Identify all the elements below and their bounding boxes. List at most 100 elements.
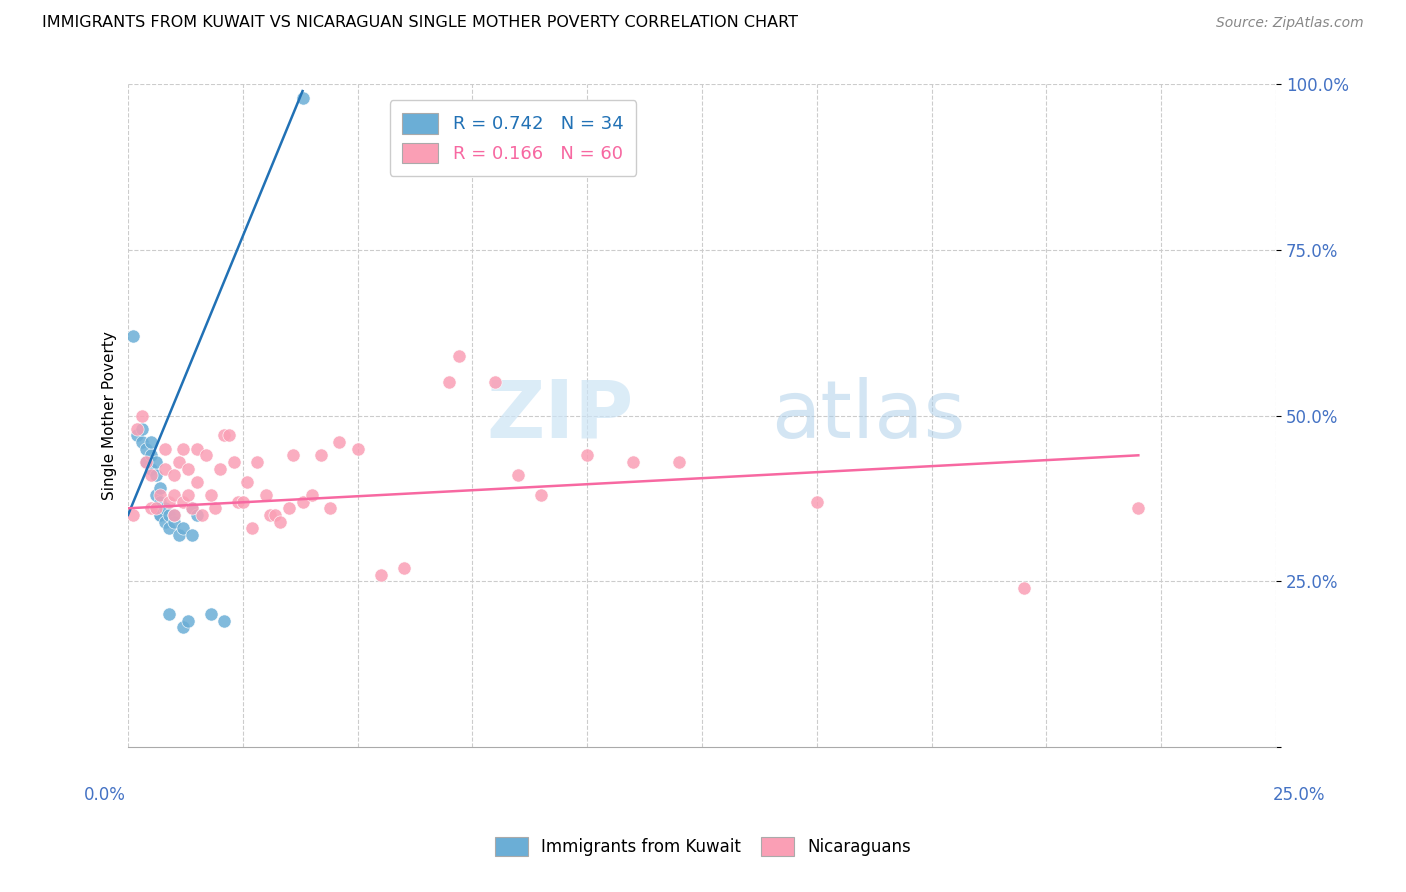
- Point: [131, 409, 153, 423]
- Point: [226, 494, 249, 508]
- Point: [145, 468, 167, 483]
- Point: [172, 494, 194, 508]
- Point: [145, 455, 167, 469]
- Point: [291, 494, 314, 508]
- Point: [576, 448, 599, 462]
- Point: [153, 501, 176, 516]
- Point: [195, 448, 218, 462]
- Point: [172, 442, 194, 456]
- Point: [200, 607, 222, 622]
- Point: [127, 422, 149, 436]
- Point: [139, 448, 162, 462]
- Text: atlas: atlas: [770, 376, 966, 455]
- Text: ZIP: ZIP: [486, 376, 633, 455]
- Point: [121, 508, 143, 522]
- Point: [157, 607, 180, 622]
- Point: [186, 442, 208, 456]
- Point: [149, 488, 172, 502]
- Point: [277, 501, 299, 516]
- Point: [135, 455, 157, 469]
- Point: [240, 521, 263, 535]
- Point: [508, 468, 530, 483]
- Point: [264, 508, 287, 522]
- Point: [200, 488, 222, 502]
- Point: [806, 494, 828, 508]
- Point: [145, 488, 167, 502]
- Point: [177, 461, 200, 475]
- Point: [149, 482, 172, 496]
- Legend: R = 0.742   N = 34, R = 0.166   N = 60: R = 0.742 N = 34, R = 0.166 N = 60: [389, 100, 637, 176]
- Point: [163, 508, 186, 522]
- Point: [204, 501, 226, 516]
- Point: [1128, 501, 1150, 516]
- Point: [163, 508, 186, 522]
- Point: [222, 455, 245, 469]
- Point: [319, 501, 342, 516]
- Point: [177, 488, 200, 502]
- Point: [157, 508, 180, 522]
- Point: [218, 428, 240, 442]
- Point: [621, 455, 644, 469]
- Point: [190, 508, 212, 522]
- Point: [439, 376, 461, 390]
- Point: [145, 501, 167, 516]
- Y-axis label: Single Mother Poverty: Single Mother Poverty: [101, 331, 117, 500]
- Point: [259, 508, 281, 522]
- Point: [167, 455, 190, 469]
- Point: [149, 508, 172, 522]
- Point: [208, 461, 231, 475]
- Point: [530, 488, 553, 502]
- Point: [149, 508, 172, 522]
- Point: [153, 442, 176, 456]
- Point: [269, 515, 291, 529]
- Text: Source: ZipAtlas.com: Source: ZipAtlas.com: [1216, 16, 1364, 29]
- Point: [254, 488, 277, 502]
- Point: [145, 501, 167, 516]
- Point: [214, 428, 236, 442]
- Text: 0.0%: 0.0%: [84, 786, 127, 804]
- Point: [309, 448, 332, 462]
- Point: [328, 435, 350, 450]
- Point: [172, 620, 194, 634]
- Point: [135, 455, 157, 469]
- Point: [157, 521, 180, 535]
- Point: [153, 461, 176, 475]
- Point: [214, 614, 236, 628]
- Point: [149, 494, 172, 508]
- Point: [139, 468, 162, 483]
- Point: [139, 501, 162, 516]
- Point: [186, 475, 208, 489]
- Point: [153, 515, 176, 529]
- Point: [181, 501, 204, 516]
- Point: [131, 422, 153, 436]
- Point: [186, 508, 208, 522]
- Point: [163, 468, 186, 483]
- Point: [177, 614, 200, 628]
- Point: [167, 528, 190, 542]
- Legend: Immigrants from Kuwait, Nicaraguans: Immigrants from Kuwait, Nicaraguans: [485, 827, 921, 866]
- Point: [127, 428, 149, 442]
- Point: [447, 349, 470, 363]
- Point: [246, 455, 269, 469]
- Point: [181, 528, 204, 542]
- Point: [135, 442, 157, 456]
- Point: [163, 488, 186, 502]
- Text: 25.0%: 25.0%: [1272, 786, 1326, 804]
- Point: [181, 501, 204, 516]
- Point: [131, 435, 153, 450]
- Point: [301, 488, 323, 502]
- Text: IMMIGRANTS FROM KUWAIT VS NICARAGUAN SINGLE MOTHER POVERTY CORRELATION CHART: IMMIGRANTS FROM KUWAIT VS NICARAGUAN SIN…: [42, 15, 799, 29]
- Point: [484, 376, 506, 390]
- Point: [283, 448, 305, 462]
- Point: [121, 329, 143, 343]
- Point: [139, 435, 162, 450]
- Point: [139, 461, 162, 475]
- Point: [157, 494, 180, 508]
- Point: [172, 521, 194, 535]
- Point: [163, 515, 186, 529]
- Point: [346, 442, 368, 456]
- Point: [668, 455, 690, 469]
- Point: [1012, 581, 1035, 595]
- Point: [236, 475, 259, 489]
- Point: [370, 567, 392, 582]
